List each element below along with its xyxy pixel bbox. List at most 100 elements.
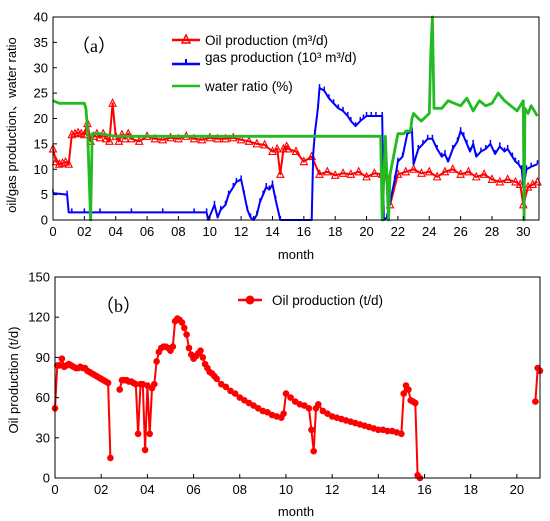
legend-gas-production: gas production (10³ m³/d) bbox=[172, 50, 357, 66]
data-point-oil bbox=[409, 164, 418, 173]
x-tick-label: 02 bbox=[94, 482, 108, 497]
data-point-oil bbox=[322, 166, 332, 176]
data-point-oil bbox=[108, 98, 117, 107]
data-point bbox=[185, 344, 193, 352]
legend-water-ratio: water ratio (%) bbox=[172, 79, 293, 94]
data-point bbox=[183, 331, 190, 338]
data-point bbox=[375, 426, 382, 434]
data-point-oil bbox=[432, 171, 442, 181]
panel-b-label: （b） bbox=[96, 296, 141, 316]
data-point-oil bbox=[61, 156, 70, 166]
y-tick-label: 60 bbox=[36, 390, 50, 405]
data-point-oil bbox=[515, 179, 525, 189]
data-point bbox=[310, 447, 318, 455]
x-tick-label: 18 bbox=[328, 224, 342, 239]
data-point-oil bbox=[401, 166, 411, 176]
x-tick-label: 0 bbox=[51, 482, 58, 497]
data-point-oil bbox=[252, 138, 262, 148]
panel-b-frame bbox=[54, 276, 541, 479]
data-point-oil bbox=[299, 156, 309, 166]
data-point bbox=[58, 355, 66, 363]
data-point-oil bbox=[114, 136, 124, 145]
data-point-oil bbox=[424, 166, 434, 176]
data-point bbox=[153, 358, 160, 365]
series-line-water bbox=[52, 15, 539, 222]
data-point-oil bbox=[105, 136, 114, 145]
panel-a-legend: Oil production (m³/d) gas production (10… bbox=[172, 33, 357, 94]
y-tick-label: 30 bbox=[34, 60, 48, 75]
y-tick-label: 90 bbox=[36, 350, 50, 365]
panel-a: （a） 0 02 04 06 08 10 12 14 16 18 20 22 24 26 28 30 0 5 10 1… bbox=[4, 10, 542, 262]
data-point-oil bbox=[440, 166, 450, 176]
data-point-oil bbox=[174, 133, 183, 143]
x-tick-label: 02 bbox=[77, 224, 91, 239]
data-point-oil bbox=[487, 174, 497, 183]
series-line-segment-1 bbox=[118, 317, 421, 479]
x-tick-label: 12 bbox=[325, 482, 339, 497]
series-oil-production-td bbox=[51, 315, 544, 482]
data-point-oil bbox=[291, 146, 301, 156]
y-tick-label: 35 bbox=[34, 35, 48, 50]
data-point-oil bbox=[120, 133, 130, 143]
x-tick-label: 12 bbox=[234, 224, 248, 239]
series-oil bbox=[48, 98, 542, 209]
data-point-oil bbox=[369, 168, 379, 177]
data-point-oil bbox=[244, 136, 254, 145]
y-tick-label: 0 bbox=[43, 471, 50, 486]
panel-b-ylabel: Oil production (t/d) bbox=[6, 327, 21, 434]
legend-water-label: water ratio (%) bbox=[204, 79, 293, 94]
data-point bbox=[405, 386, 412, 393]
data-point bbox=[213, 375, 220, 383]
data-point-oil bbox=[95, 132, 105, 142]
data-point-oil bbox=[338, 168, 348, 177]
data-point bbox=[231, 390, 239, 397]
x-tick-label: 08 bbox=[171, 224, 185, 239]
legend-b-marker bbox=[245, 295, 255, 305]
y-tick-label: 25 bbox=[34, 86, 48, 101]
data-point bbox=[107, 454, 114, 462]
data-point bbox=[197, 347, 204, 355]
data-point-oil bbox=[213, 133, 223, 143]
data-point-oil bbox=[58, 157, 67, 167]
data-point bbox=[308, 426, 315, 434]
data-point-oil bbox=[189, 133, 199, 143]
x-tick-label: 04 bbox=[140, 482, 154, 497]
data-point bbox=[222, 383, 230, 391]
data-point-oil bbox=[275, 169, 285, 178]
legend-gas-label: gas production (10³ m³/d) bbox=[205, 50, 357, 65]
data-point-oil bbox=[150, 133, 160, 143]
data-point-oil bbox=[471, 171, 481, 181]
data-point bbox=[400, 390, 408, 397]
x-tick-label: 20 bbox=[510, 482, 524, 497]
x-tick-label: 14 bbox=[371, 482, 385, 497]
data-point-oil bbox=[330, 170, 340, 179]
data-point-oil bbox=[315, 169, 324, 178]
x-tick-label: 0 bbox=[49, 224, 56, 239]
panel-b-axes: 0 02 04 06 08 10 12 14 16 18 20 0 30 60 90 120 150 bbox=[28, 270, 524, 498]
data-point bbox=[181, 324, 188, 332]
data-point-oil bbox=[221, 133, 230, 143]
data-point bbox=[146, 430, 153, 438]
data-point-oil bbox=[362, 171, 371, 181]
y-tick-label: 10 bbox=[34, 162, 48, 177]
y-tick-label: 20 bbox=[34, 111, 48, 126]
panel-a-label: （a） bbox=[72, 36, 116, 56]
data-point-oil bbox=[67, 129, 77, 139]
data-point-oil bbox=[134, 136, 144, 145]
data-point-oil bbox=[533, 176, 542, 186]
panel-b-plot-area bbox=[51, 315, 544, 482]
data-point bbox=[178, 319, 186, 326]
x-tick-label: 18 bbox=[463, 482, 477, 497]
data-point bbox=[398, 430, 405, 438]
x-tick-label: 30 bbox=[516, 224, 530, 239]
panel-a-xlabel: month bbox=[278, 247, 314, 262]
data-point-oil bbox=[346, 169, 356, 178]
data-point-oil bbox=[511, 176, 520, 186]
data-point-oil bbox=[158, 134, 168, 144]
x-tick-label: 04 bbox=[108, 224, 122, 239]
x-tick-label: 22 bbox=[391, 224, 405, 239]
data-point bbox=[315, 401, 322, 408]
data-point-oil bbox=[51, 156, 61, 166]
data-point-oil bbox=[126, 133, 136, 143]
